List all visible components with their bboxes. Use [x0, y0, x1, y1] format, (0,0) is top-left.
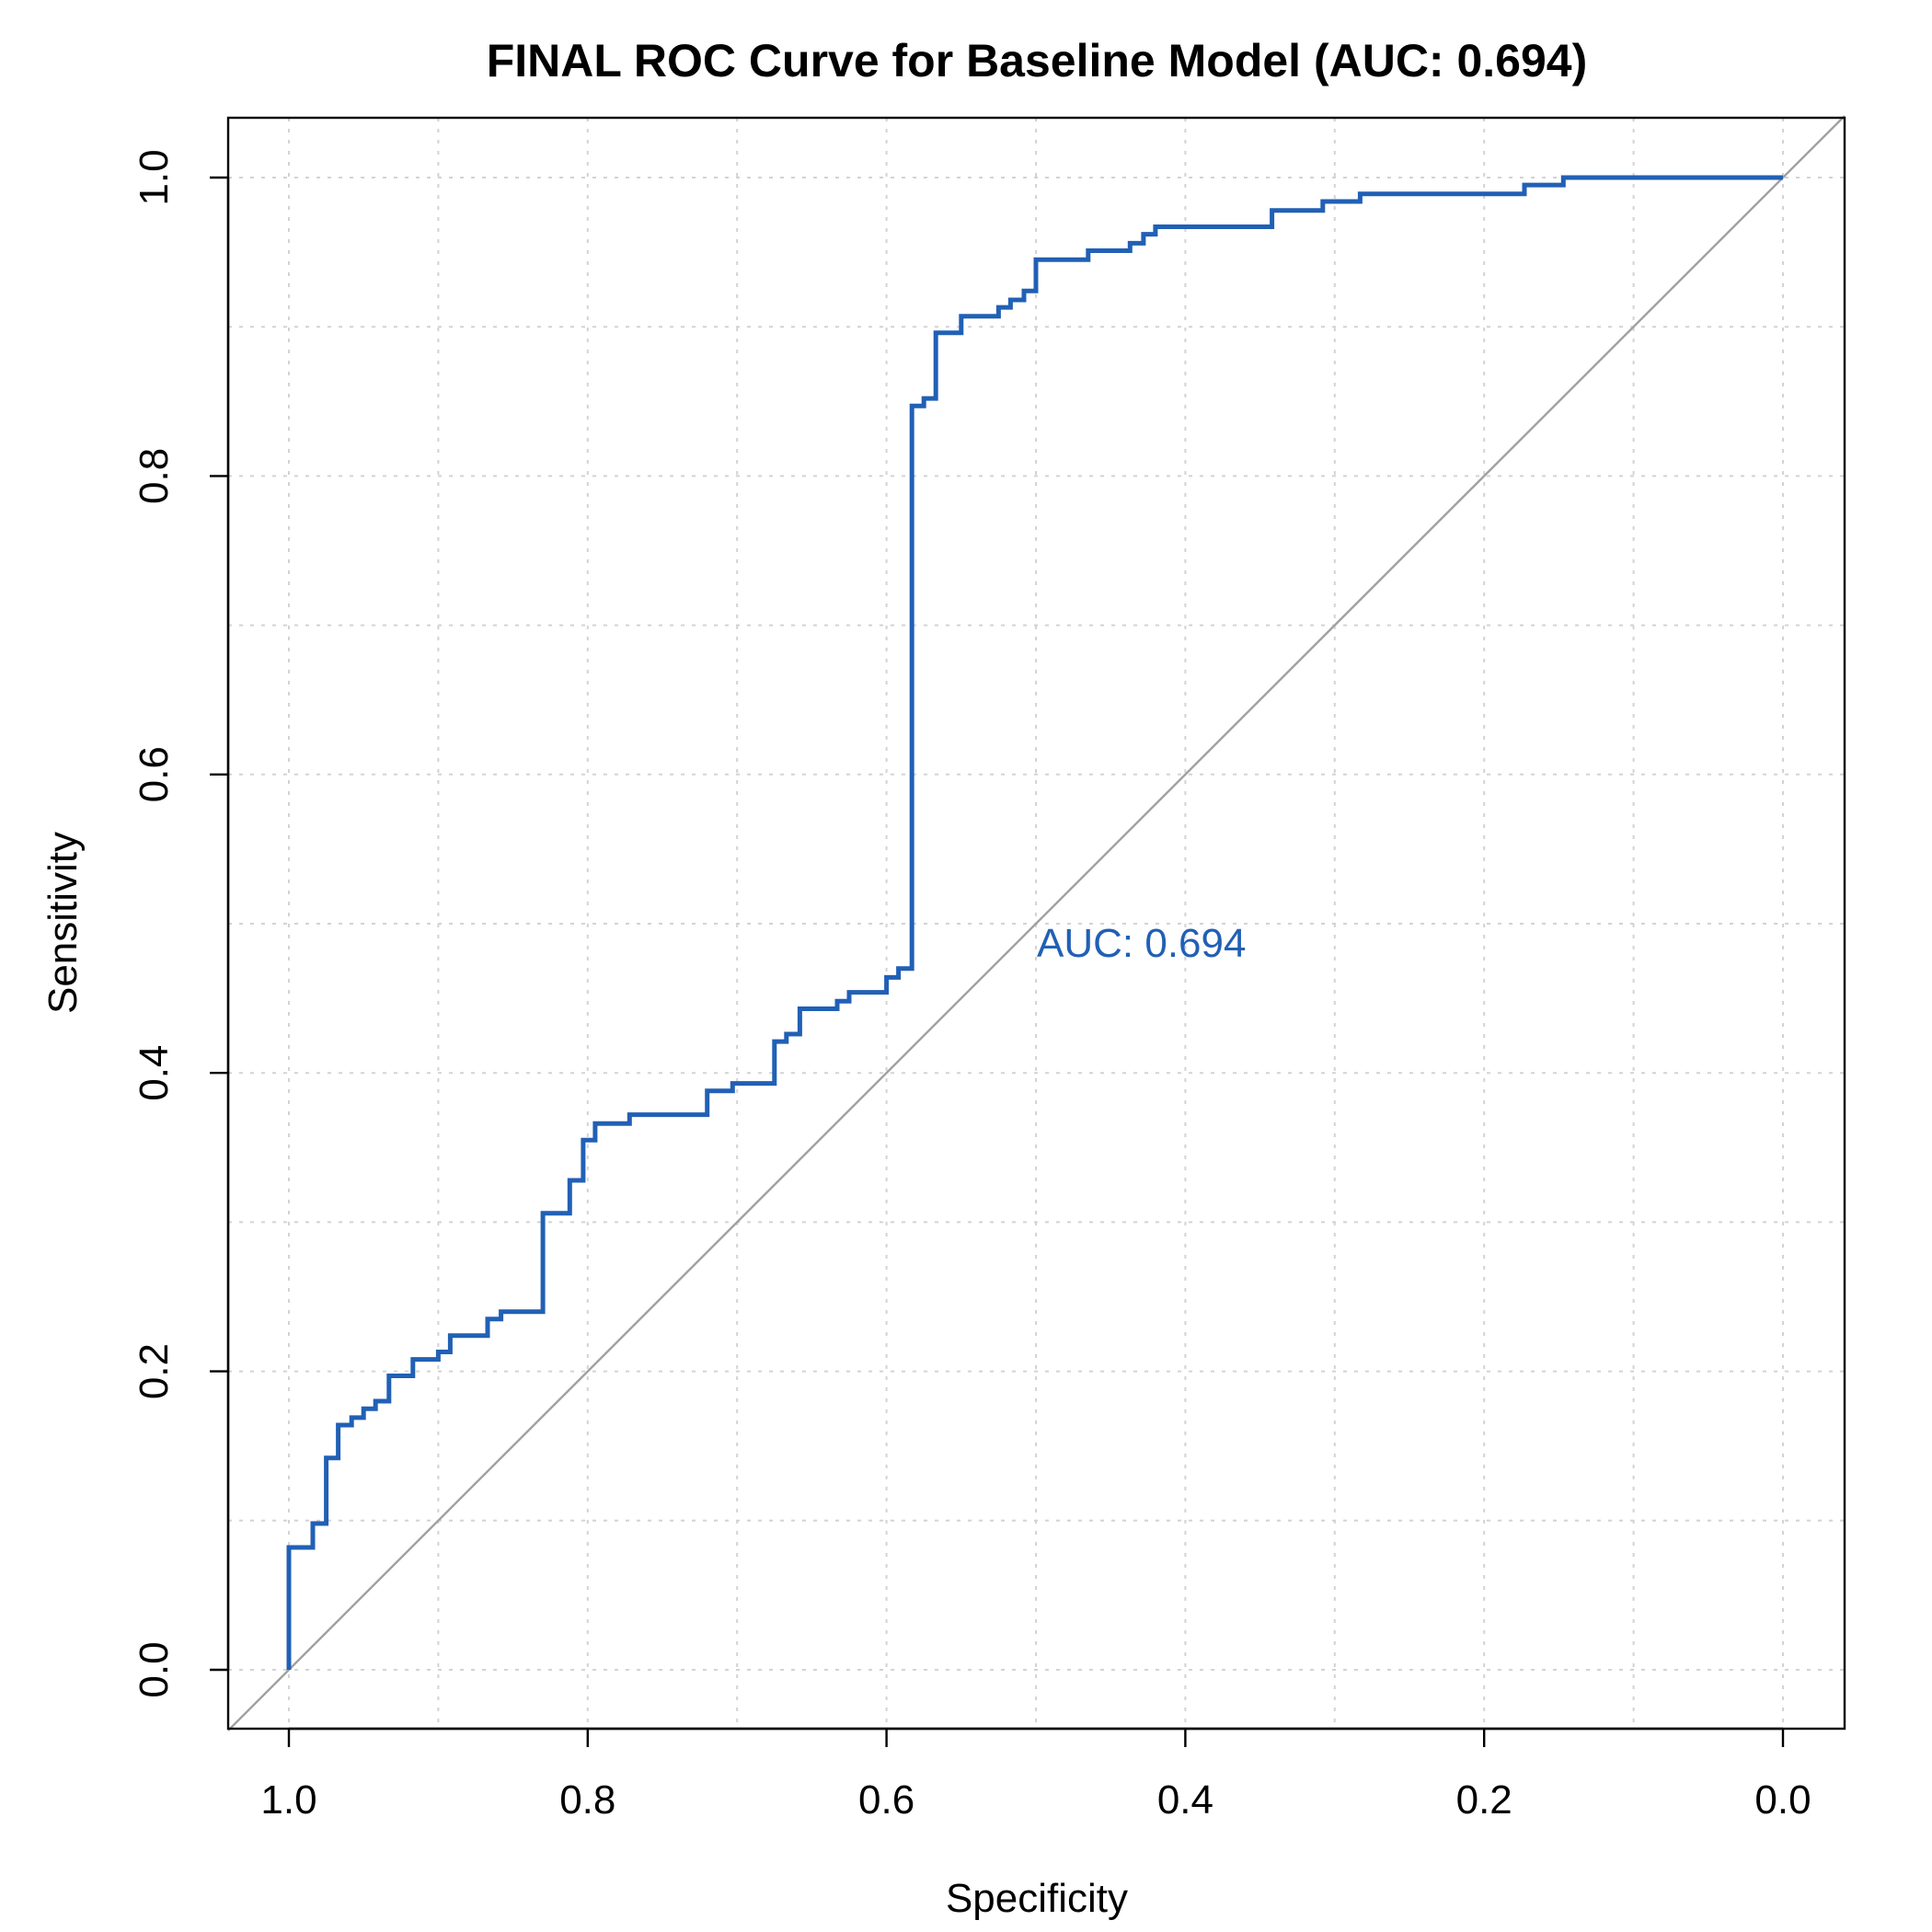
y-tick-label: 0.0 [132, 1641, 177, 1697]
y-tick-label: 0.6 [132, 746, 177, 802]
y-tick-label: 0.8 [132, 448, 177, 504]
x-tick-label: 1.0 [260, 1777, 316, 1823]
y-axis: 0.0 0.2 0.4 0.6 0.8 1.0 [132, 149, 230, 1698]
reference-diagonal-layer [227, 115, 1846, 1731]
x-tick-label: 0.2 [1456, 1777, 1512, 1823]
chart-title: FINAL ROC Curve for Baseline Model (AUC:… [487, 35, 1588, 86]
reference-diagonal-line [227, 115, 1846, 1731]
x-tick-label: 0.8 [559, 1777, 615, 1823]
auc-annotation: AUC: 0.694 [1037, 921, 1246, 966]
x-tick-label: 0.4 [1157, 1777, 1213, 1823]
y-tick-label: 1.0 [132, 149, 177, 205]
x-axis: 1.0 0.8 0.6 0.4 0.2 0.0 [260, 1727, 1811, 1823]
roc-curve-layer [286, 175, 1783, 1670]
y-axis-title: Sensitivity [40, 832, 86, 1014]
y-tick-label: 0.2 [132, 1343, 177, 1399]
x-axis-title: Specificity [946, 1876, 1128, 1921]
x-tick-label: 0.0 [1754, 1777, 1811, 1823]
roc-curve-line [286, 175, 1783, 1670]
x-tick-label: 0.6 [858, 1777, 914, 1823]
y-tick-label: 0.4 [132, 1045, 177, 1101]
